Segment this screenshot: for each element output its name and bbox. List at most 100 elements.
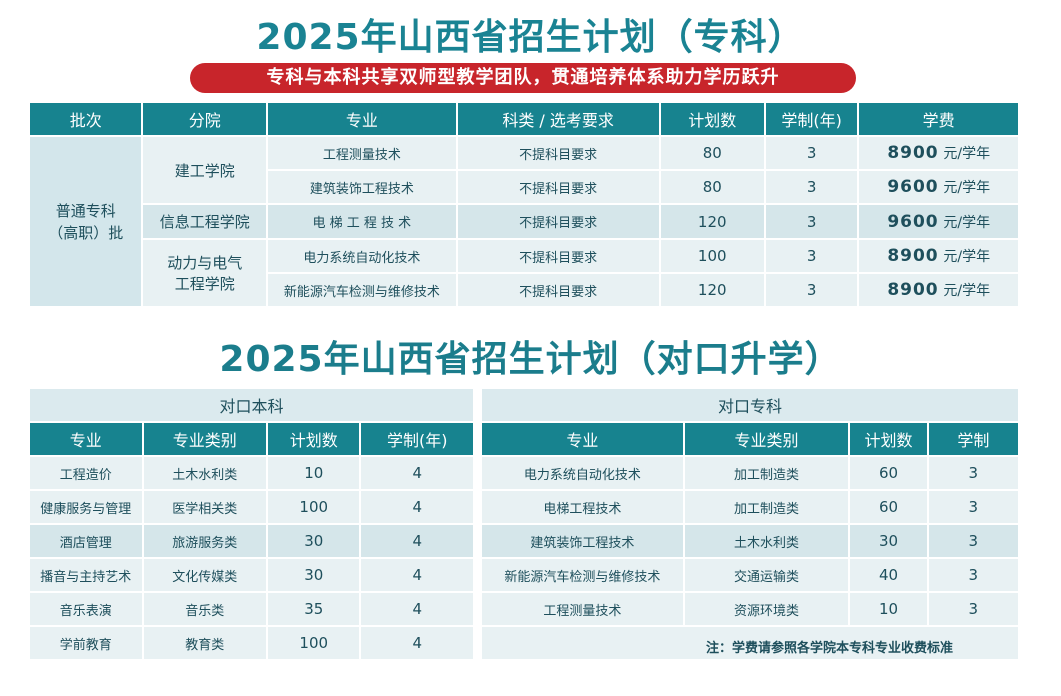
table-row: 信息工程学院 电 梯 工 程 技 术 不提科目要求 120 3 9600 元/学… — [30, 205, 1018, 238]
years-cell: 4 — [361, 593, 473, 625]
header-requirement: 科类 / 选考要求 — [457, 103, 659, 135]
table-row: 学前教育 教育类 100 4 — [30, 627, 473, 659]
major-cell: 播音与主持艺术 — [30, 559, 142, 591]
years-cell: 4 — [361, 457, 473, 489]
table-row: 音乐表演 音乐类 35 4 — [30, 593, 473, 625]
college-cell: 建工学院 — [143, 137, 266, 203]
years-cell: 3 — [928, 593, 1018, 625]
batch-cell: 普通专科 （高职）批 — [30, 137, 142, 306]
note-row — [482, 627, 1018, 659]
fee-unit: 元/学年 — [943, 283, 991, 299]
batch-line1: 普通专科 — [55, 201, 116, 220]
years-cell: 4 — [361, 627, 473, 659]
fee-unit: 元/学年 — [943, 180, 991, 196]
plan-cell: 120 — [660, 205, 764, 238]
major-cell: 学前教育 — [30, 627, 142, 659]
plan-cell: 100 — [660, 240, 764, 272]
plan-cell: 60 — [850, 457, 927, 489]
page-title-zhuanke: 2025年山西省招生计划（专科） — [256, 17, 805, 58]
table-header-row: 批次 分院 专业 科类 / 选考要求 计划数 学制(年) 学费 — [30, 103, 1018, 135]
major-cell: 健康服务与管理 — [30, 491, 142, 523]
plan-cell: 10 — [268, 457, 360, 489]
table-row: 动力与电气 工程学院 电力系统自动化技术 不提科目要求 100 3 8900 元… — [30, 240, 1018, 306]
years-cell: 4 — [361, 491, 473, 523]
header-college: 分院 — [143, 103, 266, 135]
requirement-cell: 不提科目要求 — [457, 137, 659, 169]
plan-cell: 120 — [660, 274, 764, 306]
table-row: 播音与主持艺术 文化传媒类 30 4 — [30, 559, 473, 591]
fee-cell: 9600 元/学年 — [859, 171, 1018, 203]
years-cell: 3 — [765, 205, 858, 238]
major-cell: 建筑装饰工程技术 — [267, 171, 456, 203]
years-cell: 4 — [361, 559, 473, 591]
header-plan: 计划数 — [268, 423, 360, 455]
category-cell: 加工制造类 — [684, 491, 849, 523]
category-cell: 文化传媒类 — [143, 559, 267, 591]
fee-unit: 元/学年 — [943, 214, 991, 231]
plan-cell: 80 — [660, 171, 764, 203]
duikou-zhuanke-table: 对口专科 专业 专业类别 计划数 学制 电力系统自动化技术 加工制造类 60 3… — [480, 387, 1020, 661]
major-cell: 工程造价 — [30, 457, 142, 489]
requirement-cell: 不提科目要求 — [457, 205, 659, 238]
plan-cell: 30 — [850, 525, 927, 557]
category-cell: 加工制造类 — [684, 457, 849, 489]
category-cell: 音乐类 — [143, 593, 267, 625]
major-cell: 建筑装饰工程技术 — [482, 525, 683, 557]
table-row: 工程造价 土木水利类 10 4 — [30, 457, 473, 489]
plan-cell: 30 — [268, 525, 360, 557]
major-cell: 电梯工程技术 — [482, 491, 683, 523]
category-cell: 医学相关类 — [143, 491, 267, 523]
major-cell: 电 梯 工 程 技 术 — [267, 205, 456, 238]
requirement-cell: 不提科目要求 — [457, 171, 659, 203]
category-cell: 旅游服务类 — [143, 525, 267, 557]
major-cell: 电力系统自动化技术 — [267, 240, 456, 272]
header-batch: 批次 — [30, 103, 142, 135]
table-row: 建筑装饰工程技术 不提科目要求 80 3 9600 元/学年 — [30, 171, 1018, 203]
major-cell: 电力系统自动化技术 — [482, 457, 683, 489]
zhuanke-plan-table: 批次 分院 专业 科类 / 选考要求 计划数 学制(年) 学费 普通专科 （高职… — [28, 101, 1020, 308]
major-cell: 新能源汽车检测与维修技术 — [267, 274, 456, 306]
major-cell: 酒店管理 — [30, 525, 142, 557]
years-cell: 3 — [928, 491, 1018, 523]
plan-cell: 30 — [268, 559, 360, 591]
header-major: 专业 — [267, 103, 456, 135]
table-row: 新能源汽车检测与维修技术 不提科目要求 120 3 8900 元/学年 — [30, 274, 1018, 306]
fee-value: 8900 — [887, 143, 939, 163]
category-cell: 资源环境类 — [684, 593, 849, 625]
table-row: 酒店管理 旅游服务类 30 4 — [30, 525, 473, 557]
plan-cell: 40 — [850, 559, 927, 591]
college-line1: 动力与电气 — [167, 254, 243, 272]
category-cell: 土木水利类 — [684, 525, 849, 557]
plan-cell: 100 — [268, 491, 360, 523]
major-cell: 新能源汽车检测与维修技术 — [482, 559, 683, 591]
section-title-zhuanke: 对口专科 — [482, 389, 1018, 421]
fee-unit: 元/学年 — [943, 249, 991, 265]
years-cell: 4 — [361, 525, 473, 557]
table-row: 新能源汽车检测与维修技术 交通运输类 40 3 — [482, 559, 1018, 591]
plan-cell: 100 — [268, 627, 360, 659]
header-years: 学制 — [928, 423, 1018, 455]
slogan-banner: 专科与本科共享双师型教学团队，贯通培养体系助力学历跃升 — [190, 63, 856, 93]
table-row: 电力系统自动化技术 加工制造类 60 3 — [482, 457, 1018, 489]
plan-cell: 35 — [268, 593, 360, 625]
college-cell: 动力与电气 工程学院 — [143, 240, 266, 306]
section-title-benke: 对口本科 — [30, 389, 473, 421]
fee-cell: 8900 元/学年 — [859, 240, 1018, 272]
years-cell: 3 — [765, 137, 858, 169]
years-cell: 3 — [928, 559, 1018, 591]
table-row: 普通专科 （高职）批 建工学院 工程测量技术 不提科目要求 80 3 8900 … — [30, 137, 1018, 306]
fee-value: 9600 — [887, 177, 939, 197]
plan-cell: 60 — [850, 491, 927, 523]
section-header-row: 对口本科 — [30, 389, 473, 421]
plan-cell: 10 — [850, 593, 927, 625]
table-row: 健康服务与管理 医学相关类 100 4 — [30, 491, 473, 523]
table-row: 建筑装饰工程技术 土木水利类 30 3 — [482, 525, 1018, 557]
table-header-row: 专业 专业类别 计划数 学制(年) — [30, 423, 473, 455]
fee-unit: 元/学年 — [943, 146, 991, 162]
category-cell: 交通运输类 — [684, 559, 849, 591]
table-row: 电梯工程技术 加工制造类 60 3 — [482, 491, 1018, 523]
years-cell: 3 — [928, 457, 1018, 489]
header-major: 专业 — [482, 423, 683, 455]
category-cell: 土木水利类 — [143, 457, 267, 489]
college-cell: 信息工程学院 — [143, 205, 266, 238]
